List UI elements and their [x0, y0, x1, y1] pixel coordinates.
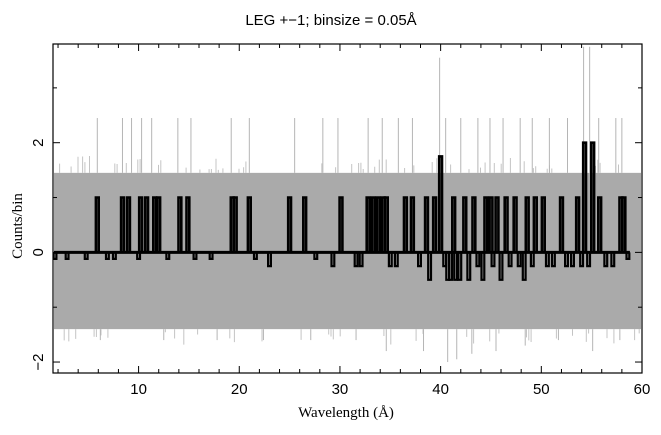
signal-peak — [125, 196, 132, 253]
signal-dip — [358, 252, 364, 268]
signal-dip — [393, 252, 399, 268]
signal-dip — [521, 252, 527, 281]
signal-peak — [177, 196, 183, 253]
signal-peak — [119, 196, 126, 253]
signal-peak — [581, 141, 588, 253]
signal-peak — [488, 196, 494, 253]
y-tick-label: 2 — [30, 139, 47, 147]
signal-dip — [603, 252, 609, 268]
signal-peak — [540, 196, 546, 253]
signal-series — [52, 141, 631, 281]
signal-peak — [532, 196, 538, 253]
signal-peak — [597, 196, 603, 253]
signal-peak — [437, 155, 444, 253]
signal-peak — [302, 196, 308, 253]
signal-dip — [111, 252, 117, 260]
signal-dip — [267, 252, 272, 268]
signal-peak — [558, 196, 565, 253]
signal-dip — [466, 252, 472, 281]
y-tick-label: 0 — [30, 248, 47, 256]
signal-peak — [156, 196, 162, 253]
signal-peak — [524, 196, 530, 253]
signal-dip — [165, 252, 171, 260]
signal-dip — [610, 252, 616, 268]
signal-dip — [453, 252, 459, 281]
signal-peak — [494, 196, 500, 253]
signal-peak — [185, 196, 191, 253]
signal-peak — [365, 196, 371, 253]
signal-peak — [94, 196, 100, 253]
signal-dip — [353, 252, 359, 268]
signal-peak — [483, 196, 489, 253]
signal-dip — [544, 252, 550, 268]
y-tick-label: −2 — [30, 353, 47, 370]
signal-dip — [550, 252, 556, 268]
x-axis-label: Wavelength (Å) — [298, 405, 394, 421]
signal-dip — [136, 252, 142, 260]
signal-dip — [104, 252, 110, 260]
signal-dip — [208, 252, 214, 260]
signal-peak — [375, 196, 381, 253]
x-tick-label: 60 — [634, 381, 651, 398]
signal-dip — [252, 252, 258, 260]
signal-peak — [423, 196, 430, 253]
signal-dip — [507, 252, 513, 268]
y-axis-label: Counts/bin — [10, 193, 26, 259]
signal-dip — [427, 252, 433, 281]
signal-peak — [512, 196, 518, 253]
signal-peak — [471, 196, 477, 253]
signal-peak — [286, 196, 293, 253]
x-tick-label: 30 — [332, 381, 349, 398]
x-tick-label: 20 — [231, 381, 248, 398]
signal-dip — [83, 252, 89, 260]
signal-dip — [475, 252, 481, 268]
signal-peak — [590, 141, 596, 253]
signal-dip — [516, 252, 522, 268]
signal-dip — [625, 252, 631, 260]
signal-dip — [586, 252, 592, 268]
signal-dip — [448, 252, 454, 281]
signal-peak — [383, 196, 389, 253]
signal-peak — [232, 196, 238, 253]
signal-dip — [579, 252, 585, 268]
signal-peak — [143, 196, 150, 253]
signal-dip — [192, 252, 198, 260]
signal-dip — [64, 252, 70, 260]
signal-peak — [503, 196, 509, 253]
x-tick-label: 50 — [533, 381, 550, 398]
signal-peak — [621, 196, 627, 253]
chart-title: LEG +−1; binsize = 0.05Å — [245, 12, 416, 29]
signal-dip — [457, 252, 463, 281]
signal-dip — [498, 252, 504, 281]
signal-peak — [246, 196, 252, 253]
signal-dip — [529, 252, 535, 268]
signal-peak — [431, 196, 438, 253]
signal-dip — [330, 252, 336, 268]
x-tick-label: 40 — [432, 381, 449, 398]
x-axis-ticks: 10 20 30 40 50 60 — [57, 44, 651, 398]
signal-dip — [570, 252, 575, 268]
signal-dip — [480, 252, 486, 281]
plot-frame — [52, 43, 643, 374]
plot-area: 10 20 30 40 50 60 −2 0 2 — [30, 43, 651, 398]
signal-peak — [338, 196, 344, 253]
signal-dip — [564, 252, 569, 268]
y-axis-ticks: −2 0 2 — [30, 87, 642, 371]
signal-peak — [137, 196, 144, 253]
signal-dip — [417, 252, 422, 268]
signal-dip — [490, 252, 496, 268]
signal-peak — [370, 196, 376, 253]
x-tick-label: 10 — [130, 381, 147, 398]
signal-peak — [409, 196, 416, 253]
signal-peak — [402, 196, 409, 253]
signal-dip — [313, 252, 319, 260]
signal-dip — [387, 252, 393, 268]
signal-peak — [451, 196, 457, 253]
signal-peak — [574, 196, 581, 253]
signal-peak — [462, 196, 468, 253]
